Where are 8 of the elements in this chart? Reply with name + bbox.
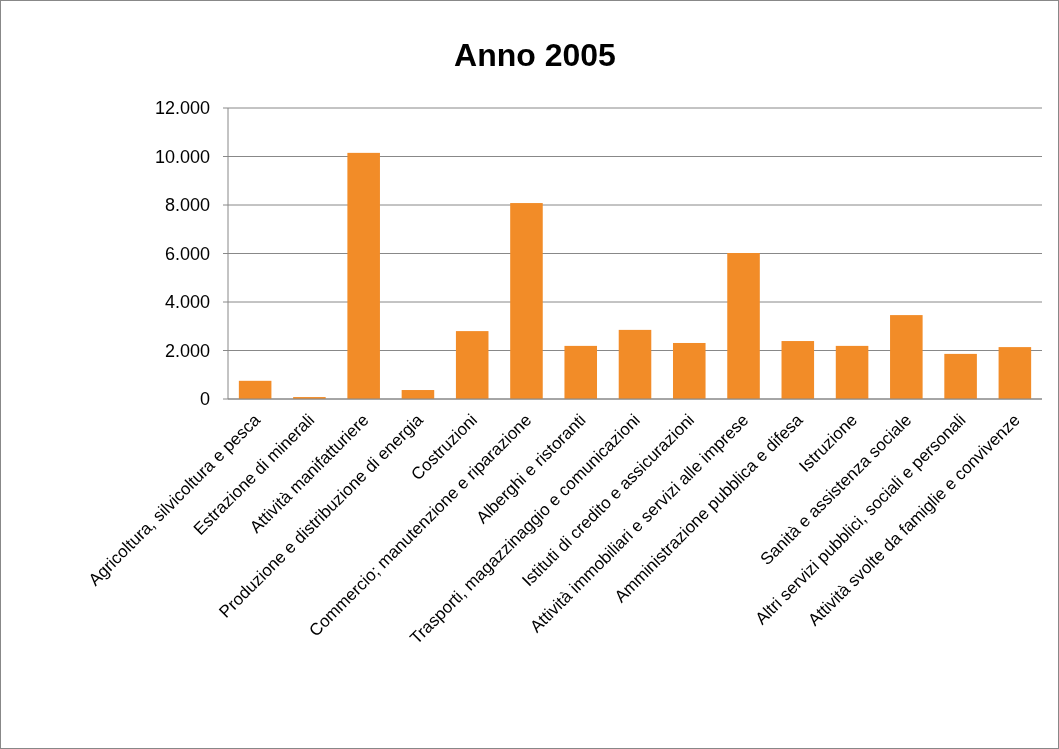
y-tick-label: 10.000 bbox=[154, 146, 210, 167]
y-tick-label: 0 bbox=[199, 389, 210, 410]
y-tick-label: 8.000 bbox=[164, 195, 210, 216]
y-tick-label: 4.000 bbox=[164, 292, 210, 313]
chart-title: Anno 2005 bbox=[454, 37, 616, 73]
y-tick-label: 12.000 bbox=[154, 98, 210, 119]
y-tick-label: 6.000 bbox=[164, 243, 210, 264]
y-tick-label: 2.000 bbox=[164, 340, 210, 361]
